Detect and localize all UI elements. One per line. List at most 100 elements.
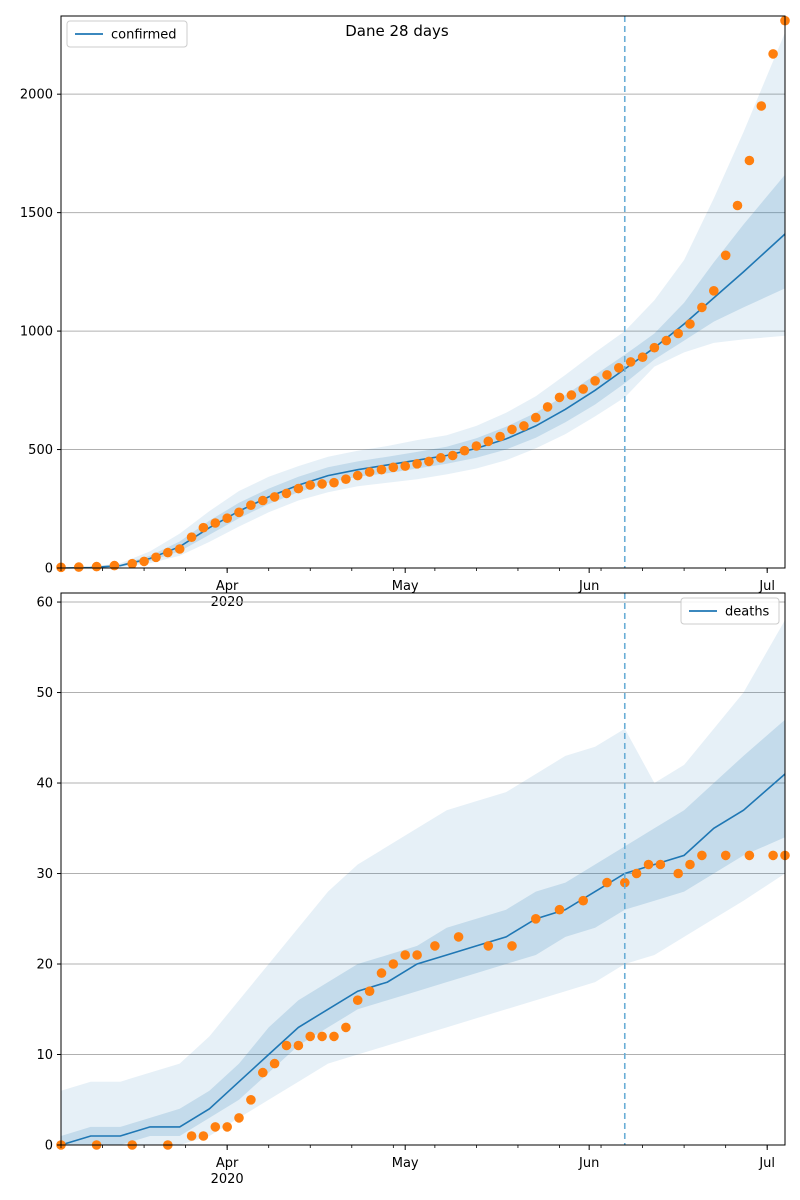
- observed-point: [352, 995, 363, 1005]
- y-tick-label: 20: [36, 958, 53, 973]
- observed-point: [495, 431, 505, 442]
- observed-point: [198, 522, 209, 533]
- observed-point: [424, 456, 434, 467]
- observed-point: [186, 532, 197, 542]
- observed-point: [139, 556, 149, 567]
- observed-point: [234, 507, 244, 518]
- observed-point: [341, 1022, 351, 1033]
- observed-point: [198, 1131, 209, 1141]
- y-tick-label: 30: [36, 867, 53, 882]
- observed-point: [744, 155, 755, 166]
- observed-point: [768, 850, 778, 861]
- observed-point: [554, 904, 565, 915]
- x-tick-sublabel: 2020: [211, 1172, 244, 1187]
- observed-point: [364, 467, 375, 477]
- y-tick-label: 40: [36, 777, 53, 792]
- observed-point: [329, 477, 339, 488]
- observed-point: [554, 392, 565, 403]
- observed-point: [305, 1031, 316, 1042]
- observed-point: [655, 859, 666, 870]
- observed-point: [732, 200, 743, 211]
- observed-point: [744, 850, 755, 861]
- y-tick-label: 1500: [20, 206, 53, 221]
- observed-point: [531, 914, 541, 924]
- observed-point: [673, 868, 683, 879]
- observed-point: [697, 302, 707, 313]
- observed-point: [281, 488, 292, 499]
- observed-point: [620, 877, 630, 888]
- observed-point: [649, 342, 660, 353]
- x-tick-label: Jul: [758, 1156, 775, 1171]
- x-tick-label: Apr: [216, 579, 239, 594]
- outer-uncertainty-band: [61, 620, 785, 1145]
- x-tick-label: Jun: [578, 579, 599, 594]
- observed-point: [643, 859, 654, 870]
- observed-point: [151, 552, 161, 563]
- observed-point: [590, 376, 600, 386]
- observed-point: [436, 453, 446, 463]
- observed-point: [430, 941, 440, 951]
- observed-point: [768, 49, 778, 59]
- model-mean-line: [60, 773, 786, 1146]
- x-tick-label: May: [392, 579, 419, 594]
- axes-frame: [60, 592, 786, 1146]
- observed-point: [578, 384, 588, 394]
- observed-point: [341, 474, 351, 485]
- observed-point: [400, 461, 411, 471]
- observed-point: [507, 424, 517, 435]
- observed-point: [578, 895, 588, 906]
- observed-point: [631, 868, 642, 879]
- y-tick-label: 500: [28, 443, 53, 458]
- observed-point: [91, 561, 102, 572]
- observed-point: [127, 558, 137, 569]
- legend-box: [66, 20, 188, 48]
- observed-point: [453, 932, 464, 942]
- y-tick-label: 2000: [20, 88, 53, 103]
- observed-point: [388, 959, 399, 969]
- observed-point: [305, 480, 316, 490]
- observed-point: [258, 1067, 268, 1078]
- observed-point: [673, 328, 683, 339]
- observed-point: [720, 850, 731, 861]
- y-tick-label: 0: [45, 562, 53, 577]
- observed-point: [246, 1095, 256, 1105]
- observed-point: [210, 1122, 221, 1132]
- observed-point: [246, 500, 256, 511]
- observed-point: [661, 335, 672, 346]
- observed-point: [400, 950, 411, 960]
- observed-point: [697, 850, 707, 861]
- observed-point: [412, 950, 422, 960]
- observed-point: [317, 1031, 327, 1042]
- observed-point: [756, 101, 767, 111]
- observed-point: [602, 370, 612, 380]
- observed-point: [388, 462, 399, 473]
- observed-point: [637, 352, 648, 363]
- observed-point: [329, 1031, 339, 1042]
- observed-point: [602, 877, 612, 888]
- observed-point: [685, 319, 695, 329]
- observed-point: [210, 518, 221, 528]
- observed-point: [519, 421, 529, 431]
- y-tick-label: 10: [36, 1048, 53, 1063]
- observed-point: [625, 357, 636, 367]
- observed-point: [483, 941, 494, 951]
- legend: confirmed: [66, 20, 188, 48]
- legend-label: deaths: [725, 605, 770, 620]
- chart-title: Dane 28 days: [345, 22, 449, 40]
- observed-point: [471, 441, 482, 451]
- observed-point: [364, 986, 375, 996]
- x-tick-label: Apr: [216, 1156, 239, 1171]
- outer-uncertainty-band: [61, 32, 785, 569]
- x-tick-label: Jul: [758, 579, 775, 594]
- observed-point: [412, 459, 422, 469]
- y-tick-label: 0: [45, 1139, 53, 1154]
- observed-point: [74, 562, 84, 572]
- observed-point: [459, 445, 470, 456]
- observed-point: [376, 464, 387, 475]
- observed-point: [483, 436, 494, 447]
- legend-box: [680, 597, 780, 625]
- observed-point: [109, 560, 120, 571]
